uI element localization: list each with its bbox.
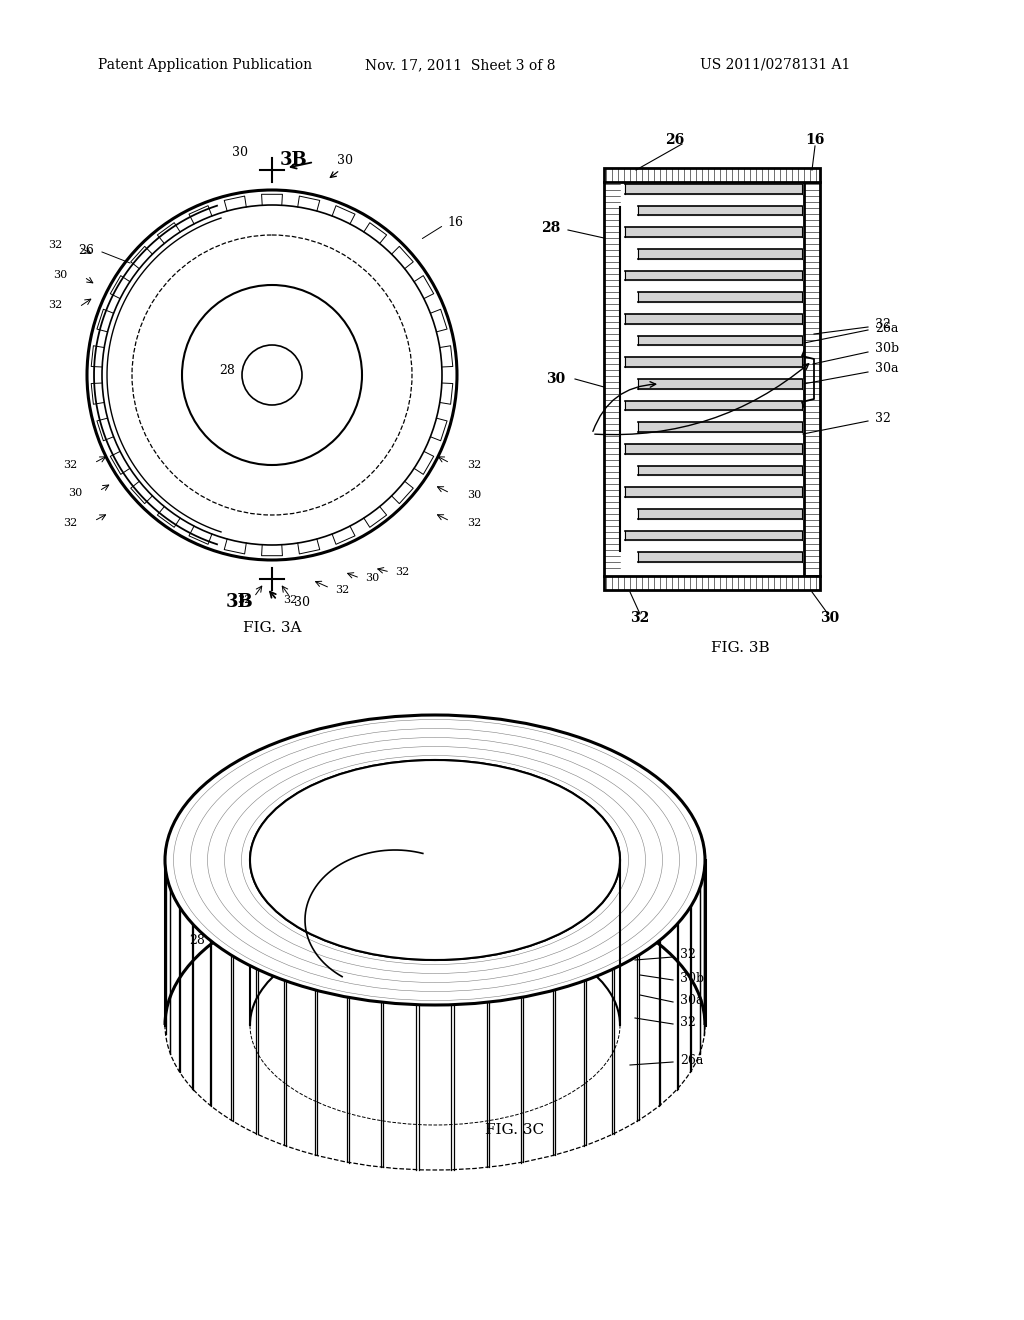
Ellipse shape [165,715,705,1005]
Text: 30: 30 [337,153,353,166]
Text: 32: 32 [62,517,77,528]
Text: 16: 16 [580,754,596,767]
Text: 32: 32 [283,595,297,605]
Text: FIG. 3C: FIG. 3C [485,1123,545,1137]
Circle shape [242,345,302,405]
Text: 32: 32 [467,517,481,528]
Text: 30b: 30b [874,342,899,355]
Text: 28: 28 [219,363,234,376]
Text: 30: 30 [68,488,82,498]
Text: 28: 28 [541,220,560,235]
Polygon shape [604,576,820,590]
Text: 32: 32 [237,595,251,605]
Text: 26a: 26a [680,1053,703,1067]
Text: 3B: 3B [281,150,308,169]
Text: 16: 16 [447,215,463,228]
Text: 30: 30 [546,372,565,385]
Text: 26a: 26a [874,322,898,334]
Text: 28: 28 [189,933,205,946]
Polygon shape [604,168,820,182]
Text: 32: 32 [467,459,481,470]
Text: US 2011/0278131 A1: US 2011/0278131 A1 [699,58,850,73]
Text: 32: 32 [395,568,410,577]
Text: Patent Application Publication: Patent Application Publication [98,58,312,73]
Circle shape [182,285,362,465]
Text: 26: 26 [189,874,205,887]
Text: 32: 32 [680,949,696,961]
Text: 26: 26 [78,243,94,256]
Text: 30: 30 [365,573,379,583]
Text: 32: 32 [680,1015,696,1028]
Text: 30: 30 [294,595,310,609]
Text: 30: 30 [53,271,67,280]
Text: 32: 32 [874,412,891,425]
Circle shape [87,190,457,560]
Ellipse shape [250,760,620,960]
Text: 3B: 3B [226,593,254,611]
Text: 30b: 30b [680,972,705,985]
Circle shape [102,205,442,545]
Text: 30: 30 [347,974,362,986]
Text: 32: 32 [631,611,649,624]
Text: Nov. 17, 2011  Sheet 3 of 8: Nov. 17, 2011 Sheet 3 of 8 [365,58,555,73]
Text: 32: 32 [335,585,349,595]
Text: 30a: 30a [680,994,703,1006]
Text: FIG. 3B: FIG. 3B [711,642,769,655]
Text: 30a: 30a [874,363,898,375]
Text: 30: 30 [820,611,840,624]
Text: 26: 26 [666,133,685,147]
Text: 30: 30 [467,490,481,500]
Text: 32: 32 [48,300,62,310]
Text: 32: 32 [62,459,77,470]
Text: 30: 30 [232,145,248,158]
Text: 32: 32 [48,240,62,249]
Text: 16: 16 [805,133,824,147]
Text: FIG. 3A: FIG. 3A [243,620,301,635]
Text: 32: 32 [874,318,891,330]
Ellipse shape [250,760,620,960]
Polygon shape [804,182,820,576]
